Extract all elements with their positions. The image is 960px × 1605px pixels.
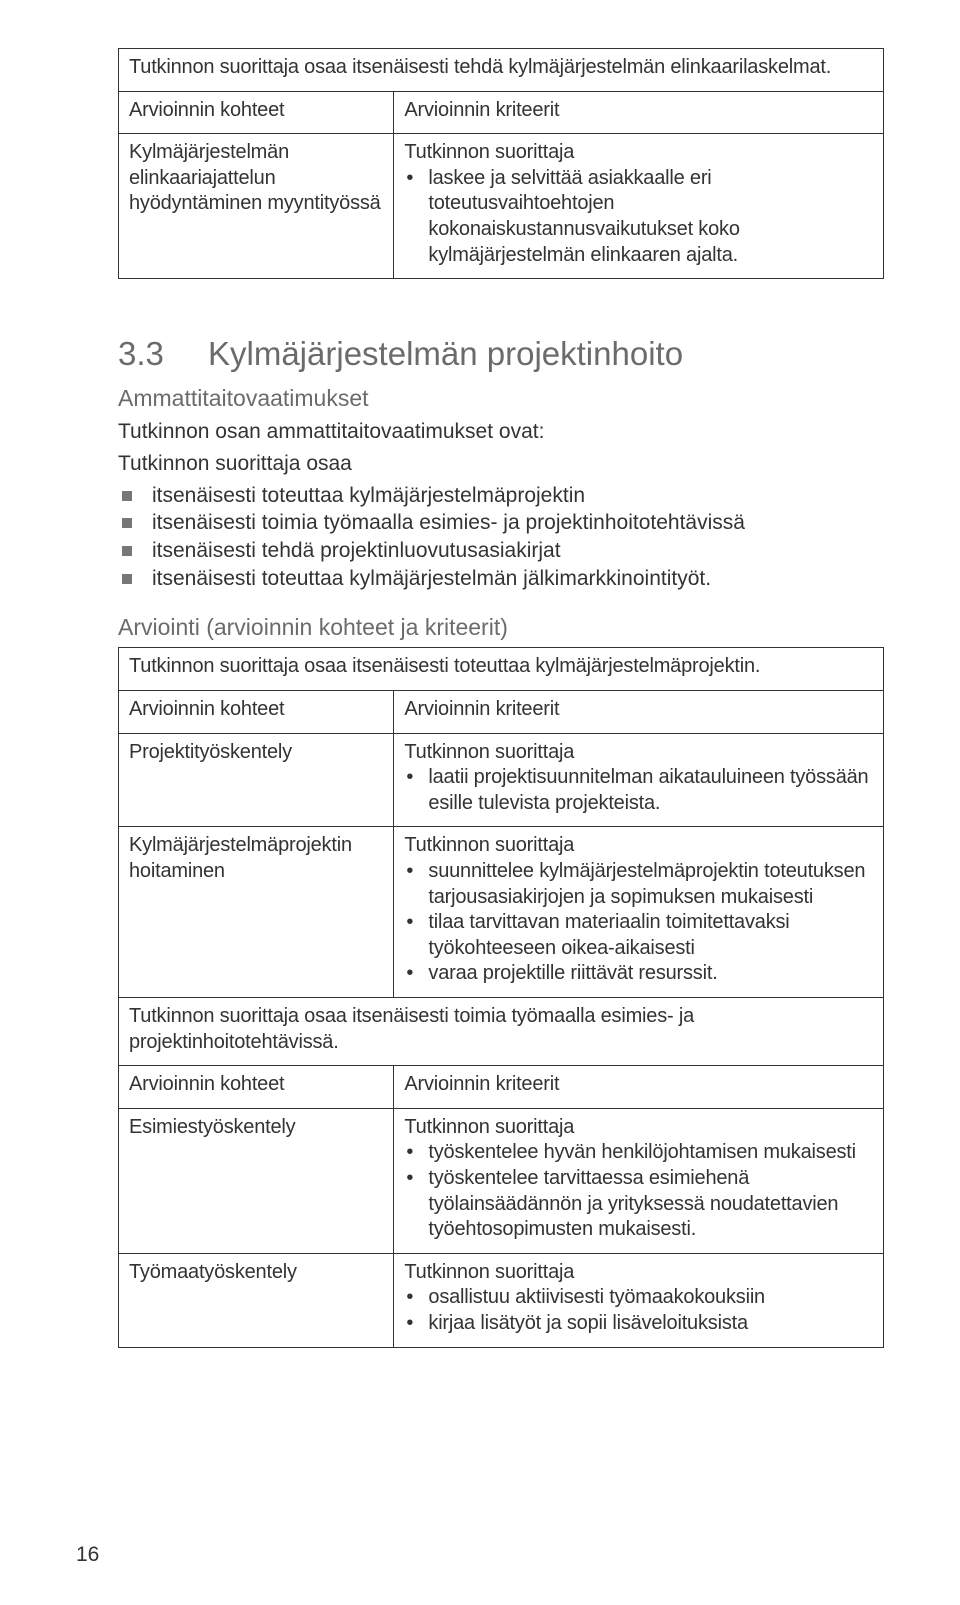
table2-header2-left: Arvioinnin kohteet — [119, 1066, 394, 1109]
table2-row2-lead: Tutkinnon suorittaja — [404, 833, 873, 859]
page-number: 16 — [76, 1543, 99, 1567]
requirement-item: itsenäisesti toteuttaa kylmäjärjestelmän… — [118, 565, 884, 593]
section-subheading: Ammattitaitovaatimukset — [118, 385, 884, 412]
table2-row4-item: kirjaa lisätyöt ja sopii lisäveloituksis… — [404, 1311, 873, 1337]
table2-row4-right: Tutkinnon suorittaja osallistuu aktiivis… — [394, 1253, 884, 1347]
table2-row1-left: Projektityöskentely — [119, 733, 394, 827]
table2-row1-item: laatii projektisuunnitelman aikatauluine… — [404, 765, 873, 816]
table2-row4-left: Työmaatyöskentely — [119, 1253, 394, 1347]
table2-row1-lead: Tutkinnon suorittaja — [404, 740, 873, 766]
table2-row4-lead: Tutkinnon suorittaja — [404, 1260, 873, 1286]
table2-header-left: Arvioinnin kohteet — [119, 691, 394, 734]
table2-caption-1: Tutkinnon suorittaja osaa itsenäisesti t… — [119, 648, 884, 691]
table-elinkaarilaskelmat: Tutkinnon suorittaja osaa itsenäisesti t… — [118, 48, 884, 279]
table1-caption: Tutkinnon suorittaja osaa itsenäisesti t… — [119, 49, 884, 92]
table2-row3-left: Esimiestyöskentely — [119, 1108, 394, 1253]
table1-header-right: Arvioinnin kriteerit — [394, 91, 884, 134]
intro-line-2: Tutkinnon suorittaja osaa — [118, 450, 884, 478]
requirement-item: itsenäisesti toteuttaa kylmäjärjestelmäp… — [118, 482, 884, 510]
table2-row4-item: osallistuu aktiivisesti työmaakokouksiin — [404, 1285, 873, 1311]
table2-row3-item: työskentelee tarvittaessa esimiehenä työ… — [404, 1166, 873, 1243]
table2-row2-left: Kylmäjärjestelmäprojektin hoitaminen — [119, 827, 394, 998]
requirement-item: itsenäisesti tehdä projektinluovutusasia… — [118, 537, 884, 565]
section-heading: 3.3Kylmäjärjestelmän projektinhoito — [118, 335, 884, 373]
table2-header-right: Arvioinnin kriteerit — [394, 691, 884, 734]
intro-line-1: Tutkinnon osan ammattitaitovaatimukset o… — [118, 418, 884, 446]
table1-row-right-item: laskee ja selvittää asiakkaalle eri tote… — [404, 166, 873, 268]
table2-header2-right: Arvioinnin kriteerit — [394, 1066, 884, 1109]
table2-row2-item: suunnittelee kylmäjärjestelmäprojektin t… — [404, 859, 873, 910]
table-projektinhoito: Tutkinnon suorittaja osaa itsenäisesti t… — [118, 647, 884, 1347]
table2-row2-item: varaa projektille riittävät resurssit. — [404, 961, 873, 987]
requirements-list: itsenäisesti toteuttaa kylmäjärjestelmäp… — [118, 482, 884, 593]
table2-row1-right: Tutkinnon suorittaja laatii projektisuun… — [394, 733, 884, 827]
table2-row2-right: Tutkinnon suorittaja suunnittelee kylmäj… — [394, 827, 884, 998]
requirement-item: itsenäisesti toimia työmaalla esimies- j… — [118, 509, 884, 537]
table2-row3-lead: Tutkinnon suorittaja — [404, 1115, 873, 1141]
table1-row-right: Tutkinnon suorittaja laskee ja selvittää… — [394, 134, 884, 279]
section-number: 3.3 — [118, 335, 208, 373]
table2-row3-right: Tutkinnon suorittaja työskentelee hyvän … — [394, 1108, 884, 1253]
table2-row2-item: tilaa tarvittavan materiaalin toimitetta… — [404, 910, 873, 961]
table1-row-right-lead: Tutkinnon suorittaja — [404, 140, 873, 166]
table2-caption-2: Tutkinnon suorittaja osaa itsenäisesti t… — [119, 998, 884, 1066]
page-container: Tutkinnon suorittaja osaa itsenäisesti t… — [0, 0, 960, 1605]
table2-row3-item: työskentelee hyvän henkilöjohtamisen muk… — [404, 1140, 873, 1166]
table1-row-left: Kylmäjärjestelmän elinkaariajattelun hyö… — [119, 134, 394, 279]
table1-header-left: Arvioinnin kohteet — [119, 91, 394, 134]
evaluation-heading: Arviointi (arvioinnin kohteet ja kriteer… — [118, 614, 884, 641]
section-title: Kylmäjärjestelmän projektinhoito — [208, 335, 683, 372]
